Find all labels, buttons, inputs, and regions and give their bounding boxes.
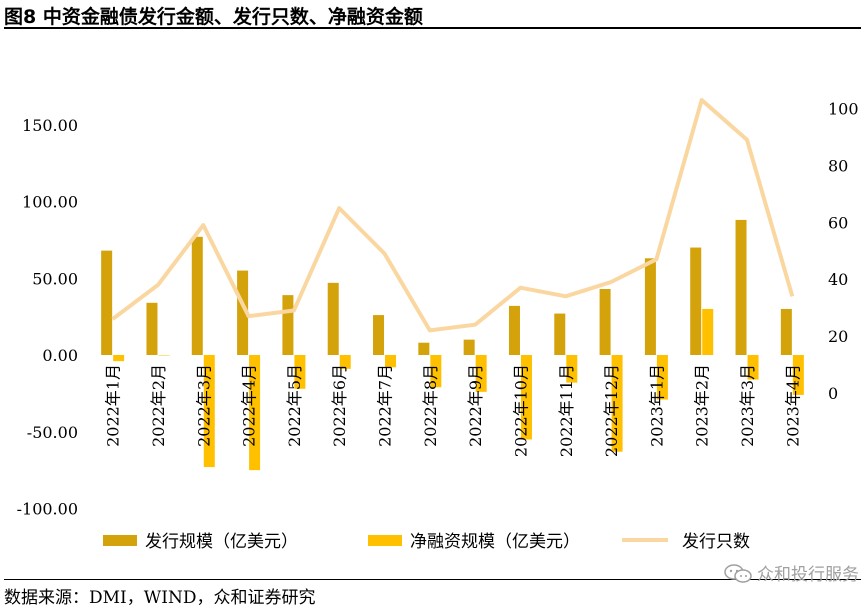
legend-count-label: 发行只数 <box>682 532 750 552</box>
net-financing-bar <box>792 355 804 395</box>
issuance-bar <box>327 282 339 355</box>
category-label: 2023年3月 <box>738 364 757 447</box>
net-financing-bar <box>566 355 578 383</box>
net-financing-bar <box>520 355 532 440</box>
net-financing-bar <box>747 355 759 380</box>
net-financing-bar <box>203 355 215 468</box>
left-tick-label: 100.00 <box>22 193 78 212</box>
category-labels: 2022年1月 2022年2月 2022年3月 2022年4月 2022年5月 2022年… <box>104 364 803 457</box>
legend-net-financing-label: 净融资规模（亿美元） <box>410 532 580 552</box>
right-tick-label: 100 <box>828 100 859 119</box>
net-financing-bar <box>113 355 125 362</box>
issuance-bar <box>735 219 747 355</box>
net-financing-bar <box>385 355 397 368</box>
legend-issuance-swatch <box>103 535 137 546</box>
right-tick-label: 40 <box>828 270 848 289</box>
net-financing-bar <box>249 355 261 471</box>
issuance-bar <box>780 308 792 355</box>
net-financing-bar <box>656 355 668 400</box>
category-label: 2023年4月 <box>783 364 802 447</box>
source-note: 数据来源：DMI，WIND，众和证券研究 <box>4 588 316 608</box>
net-financing-bar <box>475 355 487 392</box>
category-label: 2022年6月 <box>330 364 349 447</box>
issuance-bar <box>508 305 520 355</box>
right-tick-label: 0 <box>828 384 838 403</box>
net-financing-bar <box>339 355 351 369</box>
left-tick-label: 50.00 <box>32 269 78 288</box>
legend: 发行规模（亿美元） 净融资规模（亿美元） 发行只数 <box>103 532 750 552</box>
left-axis-ticks: 150.00 100.00 50.00 0.00 -50.00 -100.00 <box>17 116 78 519</box>
issuance-bar <box>690 247 702 355</box>
category-label: 2022年10月 <box>511 364 530 457</box>
category-label: 2022年12月 <box>602 364 621 457</box>
category-label: 2022年11月 <box>557 364 576 457</box>
issuance-bar <box>146 302 158 355</box>
net-financing-bar <box>702 308 714 355</box>
right-axis-ticks: 100 80 60 40 20 0 <box>828 100 859 404</box>
issuance-bar <box>373 315 385 355</box>
figure-title: 图8 中资金融债发行金额、发行只数、净融资金额 <box>4 6 423 28</box>
category-label: 2022年5月 <box>285 364 304 447</box>
left-tick-label: 0.00 <box>42 346 78 365</box>
left-tick-label: 150.00 <box>22 116 78 135</box>
category-label: 2022年2月 <box>149 364 168 447</box>
watermark-text: 众和投行服务 <box>757 565 859 585</box>
line-marks <box>111 98 795 333</box>
issuance-bar <box>418 342 430 355</box>
footer-divider <box>4 579 861 580</box>
category-label: 2022年3月 <box>194 364 213 447</box>
issuance-bar <box>101 250 113 355</box>
wechat-icon <box>724 563 752 583</box>
legend-issuance-label: 发行规模（亿美元） <box>145 532 298 552</box>
issuance-bar <box>463 339 475 355</box>
category-label: 2023年1月 <box>647 364 666 447</box>
net-financing-bar <box>158 355 170 356</box>
count-line <box>111 98 795 333</box>
net-financing-bar <box>430 355 442 388</box>
left-tick-label: -50.00 <box>27 423 78 442</box>
left-tick-label: -100.00 <box>17 500 78 519</box>
issuance-bar <box>282 295 294 355</box>
category-label: 2023年2月 <box>693 364 712 447</box>
issuance-bar <box>191 236 203 355</box>
right-tick-label: 60 <box>828 213 848 232</box>
title-divider <box>4 27 861 29</box>
net-financing-bar <box>294 355 306 389</box>
watermark: 众和投行服务 <box>723 560 859 585</box>
category-label: 2022年9月 <box>466 364 485 447</box>
issuance-bar <box>554 313 566 355</box>
legend-net-financing-swatch <box>368 535 402 546</box>
right-tick-label: 20 <box>828 327 848 346</box>
bar-marks <box>101 219 804 471</box>
issuance-bar <box>644 258 656 355</box>
category-label: 2022年8月 <box>421 364 440 447</box>
issuance-bar <box>237 270 249 355</box>
right-tick-label: 80 <box>828 156 848 175</box>
category-label: 2022年4月 <box>240 364 259 447</box>
issuance-bar <box>599 288 611 355</box>
category-label: 2022年1月 <box>104 364 123 447</box>
category-label: 2022年7月 <box>376 364 395 447</box>
net-financing-bar <box>611 355 623 452</box>
